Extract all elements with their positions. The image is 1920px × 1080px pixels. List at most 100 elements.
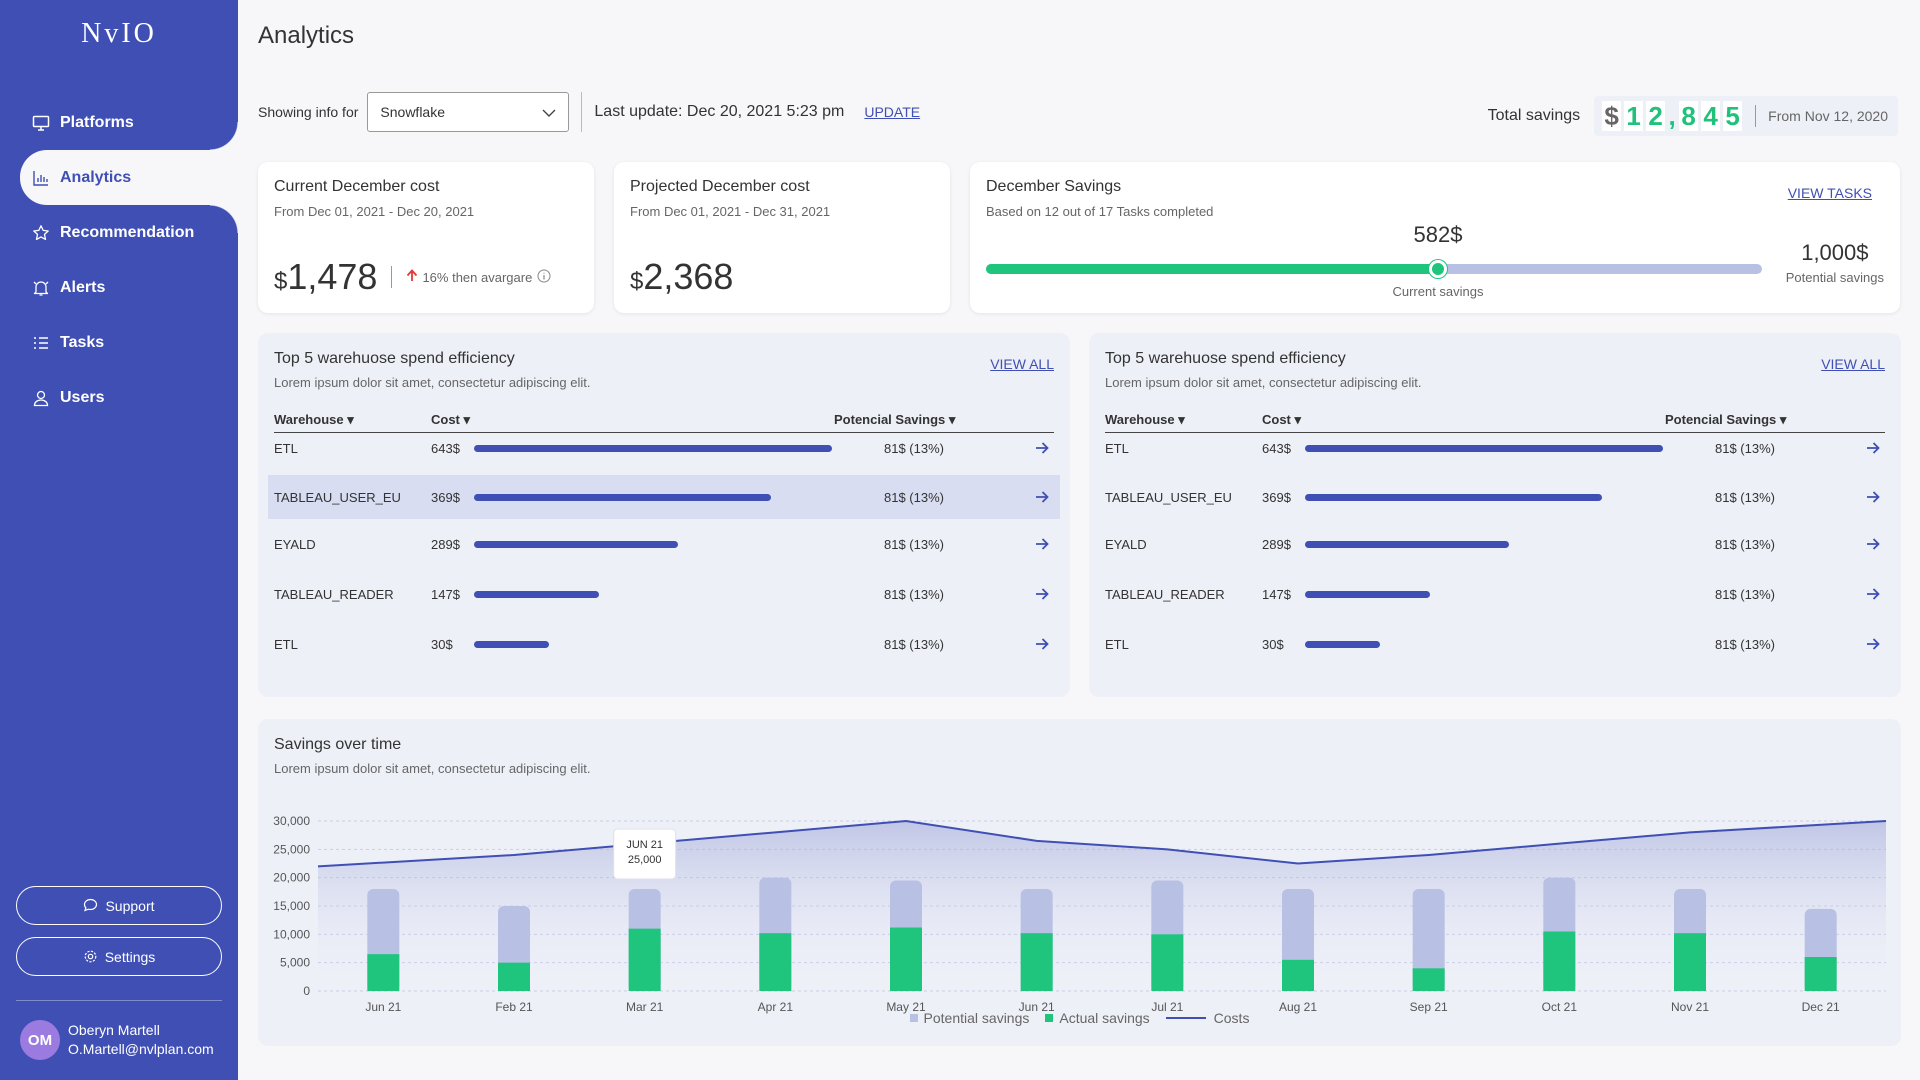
sidebar-item-users[interactable]: Users <box>0 370 238 425</box>
table-row[interactable]: TABLEAU_READER 147$ 81$ (13%) <box>268 572 1060 616</box>
warehouse-name: ETL <box>274 441 298 456</box>
warehouse-cost: 369$ <box>1262 490 1291 505</box>
total-savings-label: Total savings <box>1487 107 1581 124</box>
table-row[interactable]: TABLEAU_USER_EU 369$ 81$ (13%) <box>1099 475 1891 519</box>
card-date-range: From Dec 01, 2021 - Dec 20, 2021 <box>274 204 475 219</box>
cost-bar <box>474 641 549 648</box>
table-row[interactable]: TABLEAU_READER 147$ 81$ (13%) <box>1099 572 1891 616</box>
warehouse-cost: 30$ <box>1262 637 1284 652</box>
actual-savings-bar <box>1020 933 1053 991</box>
platform-select[interactable]: Snowflake <box>367 92 570 132</box>
arrow-right-icon[interactable] <box>1032 634 1052 654</box>
legend-item-costs[interactable]: Costs <box>1165 1010 1249 1026</box>
x-tick-label: Jun 21 <box>1019 1000 1055 1014</box>
sidebar-item-analytics[interactable]: Analytics <box>20 122 238 233</box>
x-tick-label: Nov 21 <box>1671 1000 1709 1014</box>
legend-swatch <box>1165 1017 1206 1019</box>
sidebar-item-label: Tasks <box>60 333 105 351</box>
platform-select-value: Snowflake <box>380 104 445 120</box>
arrow-right-icon[interactable] <box>1863 634 1883 654</box>
sidebar-item-alerts[interactable]: Alerts <box>0 260 238 315</box>
support-button[interactable]: Support <box>16 886 222 925</box>
warehouse-cost: 289$ <box>431 537 460 552</box>
table-row[interactable]: ETL 30$ 81$ (13%) <box>268 622 1060 666</box>
savings-digit: 8 <box>1679 101 1699 131</box>
sidebar-item-label: Recommendation <box>60 223 195 241</box>
cost-bar <box>474 494 771 501</box>
column-header-warehouse[interactable]: Warehouse ▾ <box>1105 412 1185 427</box>
warehouse-savings: 81$ (13%) <box>884 587 944 602</box>
table-row[interactable]: TABLEAU_USER_EU 369$ 81$ (13%) <box>268 475 1060 519</box>
column-header-savings[interactable]: Potencial Savings ▾ <box>1665 412 1787 427</box>
warehouse-savings: 81$ (13%) <box>1715 637 1775 652</box>
table-row[interactable]: ETL 30$ 81$ (13%) <box>1099 622 1891 666</box>
cost-bar <box>474 445 832 452</box>
projected-cost-value: $2,368 <box>630 256 734 297</box>
potential-savings: 1,000$ Potential savings <box>1786 240 1884 285</box>
cost-bar <box>474 591 599 598</box>
view-all-link[interactable]: VIEW ALL <box>1821 356 1885 372</box>
table-row[interactable]: EYALD 289$ 81$ (13%) <box>1099 522 1891 566</box>
table-row[interactable]: EYALD 289$ 81$ (13%) <box>268 522 1060 566</box>
warehouse-savings: 81$ (13%) <box>884 441 944 456</box>
legend-item-actual[interactable]: Actual savings <box>1045 1010 1150 1026</box>
table-row[interactable]: ETL 643$ 81$ (13%) <box>1099 426 1891 470</box>
chevron-down-icon <box>542 104 556 120</box>
x-tick-label: Mar 21 <box>626 1000 664 1014</box>
column-header-cost[interactable]: Cost ▾ <box>431 412 471 427</box>
arrow-right-icon[interactable] <box>1032 534 1052 554</box>
potential-savings-value: 1,000$ <box>1801 240 1869 265</box>
panel-title: Savings over time <box>274 736 402 753</box>
arrow-right-icon[interactable] <box>1032 584 1052 604</box>
x-tick-label: Sep 21 <box>1410 1000 1448 1014</box>
table-header: Warehouse ▾ Cost ▾ Potencial Savings ▾ <box>1105 407 1885 433</box>
actual-savings-bar <box>759 933 792 991</box>
arrow-right-icon[interactable] <box>1032 487 1052 507</box>
y-tick-label: 25,000 <box>273 842 310 856</box>
settings-button[interactable]: Settings <box>16 937 222 976</box>
actual-savings-bar <box>1412 968 1445 991</box>
panel-subtitle: Lorem ipsum dolor sit amet, consectetur … <box>274 761 591 776</box>
arrow-right-icon[interactable] <box>1863 487 1883 507</box>
panel-title: Top 5 warehuose spend efficiency <box>1105 350 1346 367</box>
list-icon <box>32 334 50 352</box>
panel-title: Top 5 warehuose spend efficiency <box>274 350 515 367</box>
arrow-right-icon[interactable] <box>1863 438 1883 458</box>
column-header-savings[interactable]: Potencial Savings ▾ <box>834 412 956 427</box>
y-tick-label: 15,000 <box>273 899 310 913</box>
user-info: Oberyn Martell O.Martell@nvlplan.com <box>68 1021 214 1059</box>
card-title: Projected December cost <box>630 178 810 195</box>
arrow-right-icon[interactable] <box>1863 534 1883 554</box>
user-profile[interactable]: OM Oberyn Martell O.Martell@nvlplan.com <box>20 1020 214 1060</box>
warehouse-cost: 643$ <box>1262 441 1291 456</box>
column-header-warehouse[interactable]: Warehouse ▾ <box>274 412 354 427</box>
sidebar-item-platforms[interactable]: Platforms <box>0 95 238 150</box>
x-tick-label: Feb 21 <box>495 1000 533 1014</box>
update-link[interactable]: UPDATE <box>864 104 921 120</box>
user-icon <box>32 389 50 407</box>
cost-bar <box>1305 591 1430 598</box>
chart-tooltip <box>613 828 677 880</box>
column-header-cost[interactable]: Cost ▾ <box>1262 412 1302 427</box>
user-name: Oberyn Martell <box>68 1022 160 1038</box>
tooltip-value: 25,000 <box>628 854 662 866</box>
arrow-up-icon <box>406 269 418 285</box>
sidebar-item-label: Platforms <box>60 113 134 131</box>
projected-cost-card: Projected December cost From Dec 01, 202… <box>614 162 950 313</box>
showing-label: Showing info for <box>258 104 359 120</box>
table-row[interactable]: ETL 643$ 81$ (13%) <box>268 426 1060 470</box>
view-all-link[interactable]: VIEW ALL <box>990 356 1054 372</box>
sidebar-item-label: Users <box>60 388 105 406</box>
warehouse-name: TABLEAU_READER <box>1105 587 1225 602</box>
sidebar-item-tasks[interactable]: Tasks <box>0 315 238 370</box>
info-icon[interactable] <box>537 269 551 286</box>
arrow-right-icon[interactable] <box>1032 438 1052 458</box>
legend-item-potential[interactable]: Potential savings <box>909 1010 1029 1026</box>
trend-text: 16% then avargare <box>422 269 533 285</box>
actual-savings-bar <box>628 928 661 991</box>
panel-subtitle: Lorem ipsum dolor sit amet, consectetur … <box>1105 375 1422 390</box>
view-tasks-link[interactable]: VIEW TASKS <box>1787 185 1872 201</box>
card-title: Current December cost <box>274 178 440 195</box>
sidebar-item-recommendation[interactable]: Recommendation <box>0 205 238 260</box>
arrow-right-icon[interactable] <box>1863 584 1883 604</box>
